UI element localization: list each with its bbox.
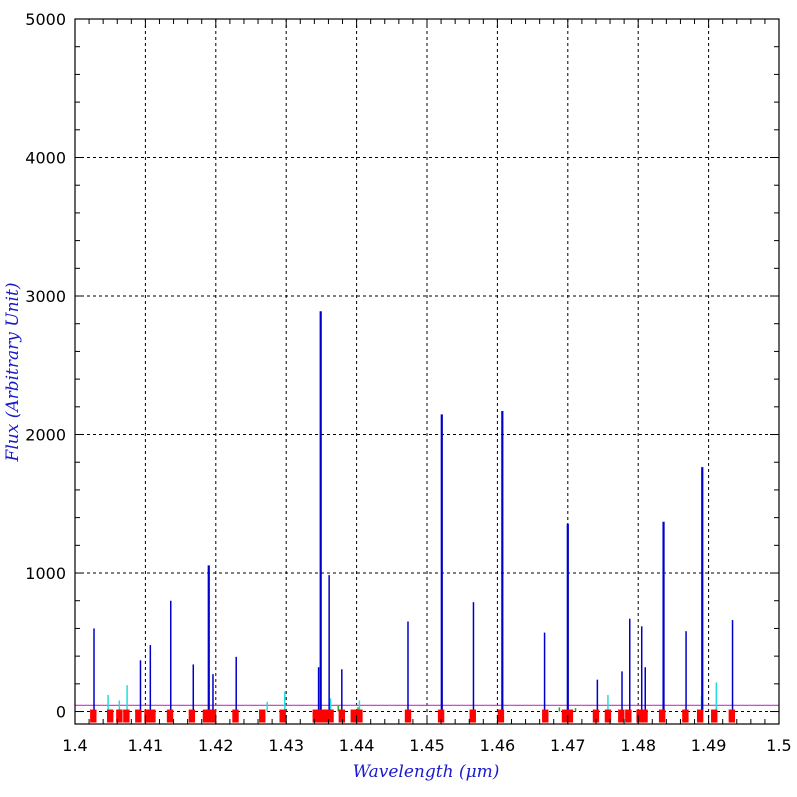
line-marker [316, 709, 323, 723]
series-lines [93, 311, 734, 712]
x-tick-label: 1.45 [409, 736, 445, 755]
line-marker [604, 709, 612, 723]
line-marker [566, 709, 574, 723]
x-tick-label: 1.41 [128, 736, 164, 755]
x-tick-label: 1.47 [550, 736, 586, 755]
line-marker [166, 709, 174, 723]
line-marker [144, 709, 151, 723]
line-marker [618, 709, 625, 723]
y-tick-label: 3000 [25, 287, 66, 306]
tick-labels: 1.4 1.41 1.42 1.43 1.44 1.45 1.46 1.47 1.48 1.49 1… [25, 10, 791, 755]
line-marker [90, 709, 97, 723]
line-marker [658, 709, 666, 723]
y-tick-label: 4000 [25, 149, 66, 168]
line-marker [350, 709, 357, 723]
line-marker [232, 709, 239, 723]
line-marker [497, 709, 505, 723]
line-marker [711, 709, 718, 723]
line-marker [319, 709, 327, 723]
line-marker [641, 709, 648, 723]
axis-ticks [74, 18, 780, 724]
line-marker [696, 709, 704, 723]
line-marker [209, 709, 217, 723]
line-marker [116, 709, 123, 723]
x-axis-title: Wavelength (μm) [353, 762, 500, 782]
y-axis-title: Flux (Arbitrary Unit) [3, 283, 23, 463]
line-marker [259, 709, 266, 723]
line-marker [123, 709, 130, 723]
line-marker [327, 709, 334, 723]
line-marker [312, 709, 319, 723]
line-marker [356, 709, 363, 723]
red-markers [90, 709, 736, 723]
x-tick-label: 1.46 [480, 736, 516, 755]
y-tick-label: 5000 [25, 10, 66, 29]
x-tick-label: 1.4 [62, 736, 87, 755]
line-marker [279, 709, 286, 723]
line-marker [135, 709, 142, 723]
line-marker [188, 709, 196, 723]
line-marker [469, 709, 476, 723]
line-marker [728, 709, 736, 723]
x-tick-label: 1.42 [198, 736, 234, 755]
line-marker [561, 709, 569, 723]
x-tick-label: 1.5 [766, 736, 791, 755]
line-marker [338, 709, 346, 723]
line-marker [437, 709, 445, 723]
line-marker [107, 709, 114, 723]
x-tick-label: 1.48 [620, 736, 656, 755]
line-marker [149, 709, 156, 723]
y-tick-label: 2000 [25, 426, 66, 445]
x-tick-label: 1.43 [268, 736, 304, 755]
line-marker [625, 709, 632, 723]
line-marker [323, 709, 331, 723]
line-marker [202, 709, 210, 723]
x-tick-label: 1.49 [691, 736, 727, 755]
y-tick-label: 1000 [25, 564, 66, 583]
line-marker [592, 709, 600, 723]
x-tick-label: 1.44 [339, 736, 375, 755]
line-marker [682, 709, 689, 723]
line-marker [542, 709, 549, 723]
line-marker [404, 709, 412, 723]
line-marker [636, 709, 643, 723]
y-tick-label: 0 [56, 703, 66, 722]
